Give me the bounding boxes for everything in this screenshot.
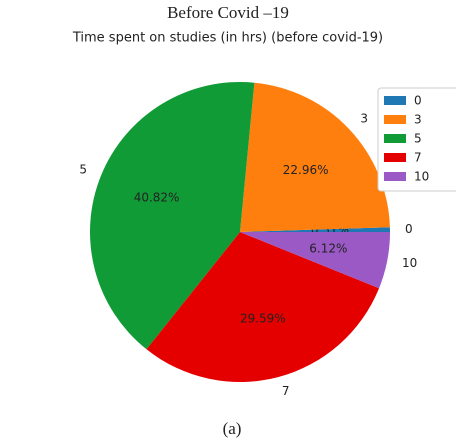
legend-swatch: [384, 115, 406, 124]
legend-swatch: [384, 153, 406, 162]
legend-label: 5: [414, 132, 422, 146]
slice-label: 5: [79, 163, 87, 177]
legend-swatch: [384, 172, 406, 181]
legend-swatch: [384, 134, 406, 143]
caption: (a): [223, 419, 242, 438]
pie-slice: [90, 82, 255, 350]
pie-slice: [240, 227, 390, 232]
percent-label: 6.12%: [309, 242, 347, 256]
legend-label: 3: [414, 113, 422, 127]
figure-title: Before Covid –19: [167, 3, 289, 22]
slice-label: 7: [282, 384, 290, 398]
slice-label: 0: [405, 222, 413, 236]
legend-label: 7: [414, 151, 422, 165]
slice-label: 10: [402, 256, 417, 270]
percent-label: 22.96%: [283, 163, 329, 177]
legend-label: 0: [414, 94, 422, 108]
legend-box: [377, 87, 456, 192]
pie-slice: [146, 232, 380, 382]
legend-swatch: [384, 96, 406, 105]
chart-title: Time spent on studies (in hrs) (before c…: [72, 31, 383, 46]
pie-slice: [240, 232, 391, 289]
pie-slice: [240, 82, 390, 232]
percent-label: 40.82%: [134, 191, 180, 205]
slice-label: 3: [360, 112, 368, 126]
percent-label: 29.59%: [240, 312, 286, 326]
legend-label: 10: [414, 170, 429, 184]
